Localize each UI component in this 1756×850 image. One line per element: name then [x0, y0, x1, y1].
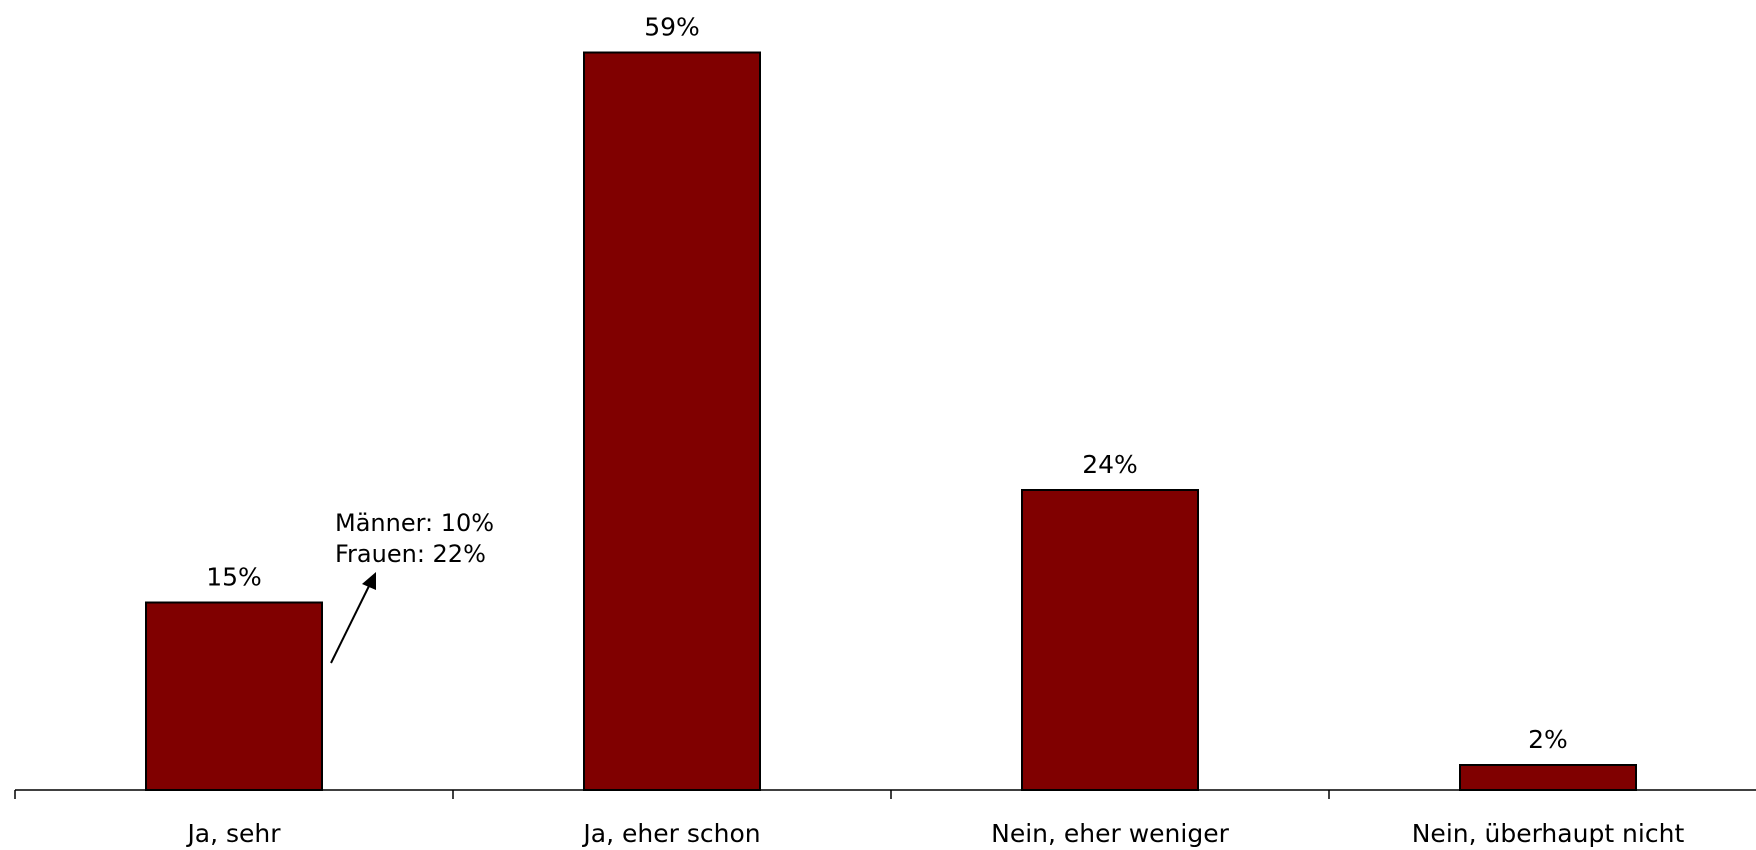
value-label: 15%	[206, 563, 262, 592]
bar	[583, 51, 761, 791]
value-labels-layer: 15% 59% 24% 2%	[206, 13, 1568, 755]
category-label: Ja, eher schon	[581, 819, 760, 848]
annotation-arrow	[330, 585, 370, 664]
x-axis: Ja, sehr Ja, eher schon Nein, eher weniger…	[14, 789, 1756, 848]
value-label: 59%	[644, 13, 700, 42]
annotation-line-men: Männer: 10%	[335, 509, 494, 537]
value-label: 2%	[1528, 725, 1568, 754]
value-label: 24%	[1082, 450, 1138, 479]
bar	[1021, 489, 1199, 791]
category-label: Ja, sehr	[185, 819, 281, 848]
bar	[1459, 764, 1637, 791]
category-label: Nein, überhaupt nicht	[1412, 819, 1685, 848]
category-label: Nein, eher weniger	[991, 819, 1229, 848]
annotation-line-women: Frauen: 22%	[335, 540, 486, 568]
annotation-arrowhead	[362, 572, 376, 590]
annotation-layer: Männer: 10% Frauen: 22%	[330, 509, 494, 664]
bar	[145, 601, 323, 791]
bars-layer	[145, 51, 1637, 791]
